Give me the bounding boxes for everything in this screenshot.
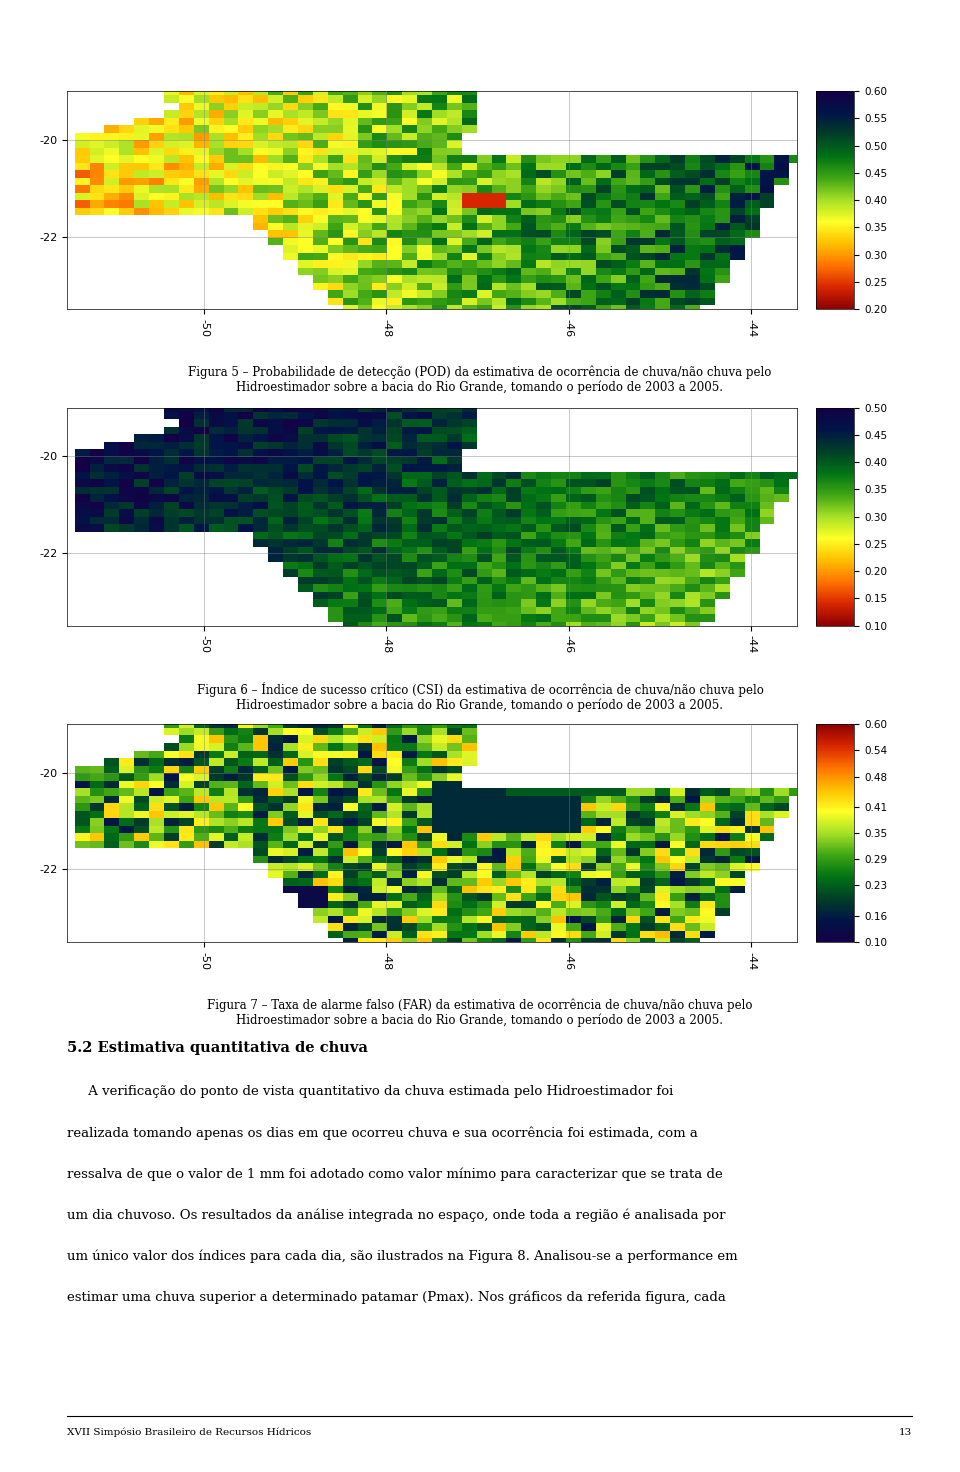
Text: ressalva de que o valor de 1 mm foi adotado como valor mínimo para caracterizar : ressalva de que o valor de 1 mm foi adot…: [67, 1167, 723, 1181]
Text: 5.2 Estimativa quantitativa de chuva: 5.2 Estimativa quantitativa de chuva: [67, 1041, 368, 1055]
Text: A verificação do ponto de vista quantitativo da chuva estimada pelo Hidroestimad: A verificação do ponto de vista quantita…: [67, 1085, 674, 1098]
Text: um dia chuvoso. Os resultados da análise integrada no espaço, onde toda a região: um dia chuvoso. Os resultados da análise…: [67, 1209, 726, 1222]
Text: XVII Simpósio Brasileiro de Recursos Hídricos: XVII Simpósio Brasileiro de Recursos Híd…: [67, 1428, 311, 1437]
Text: um único valor dos índices para cada dia, são ilustrados na Figura 8. Analisou-s: um único valor dos índices para cada dia…: [67, 1250, 738, 1263]
Text: 13: 13: [899, 1428, 912, 1437]
Text: realizada tomando apenas os dias em que ocorreu chuva e sua ocorrência foi estim: realizada tomando apenas os dias em que …: [67, 1126, 698, 1139]
Text: Figura 6 – Índice de sucesso crítico (CSI) da estimativa de ocorrência de chuva/: Figura 6 – Índice de sucesso crítico (CS…: [197, 682, 763, 712]
Text: Figura 7 – Taxa de alarme falso (FAR) da estimativa de ocorrência de chuva/não c: Figura 7 – Taxa de alarme falso (FAR) da…: [207, 998, 753, 1027]
Text: estimar uma chuva superior a determinado patamar (Pmax). Nos gráficos da referid: estimar uma chuva superior a determinado…: [67, 1291, 726, 1304]
Text: Figura 5 – Probabilidade de detecção (POD) da estimativa de ocorrência de chuva/: Figura 5 – Probabilidade de detecção (PO…: [188, 365, 772, 394]
